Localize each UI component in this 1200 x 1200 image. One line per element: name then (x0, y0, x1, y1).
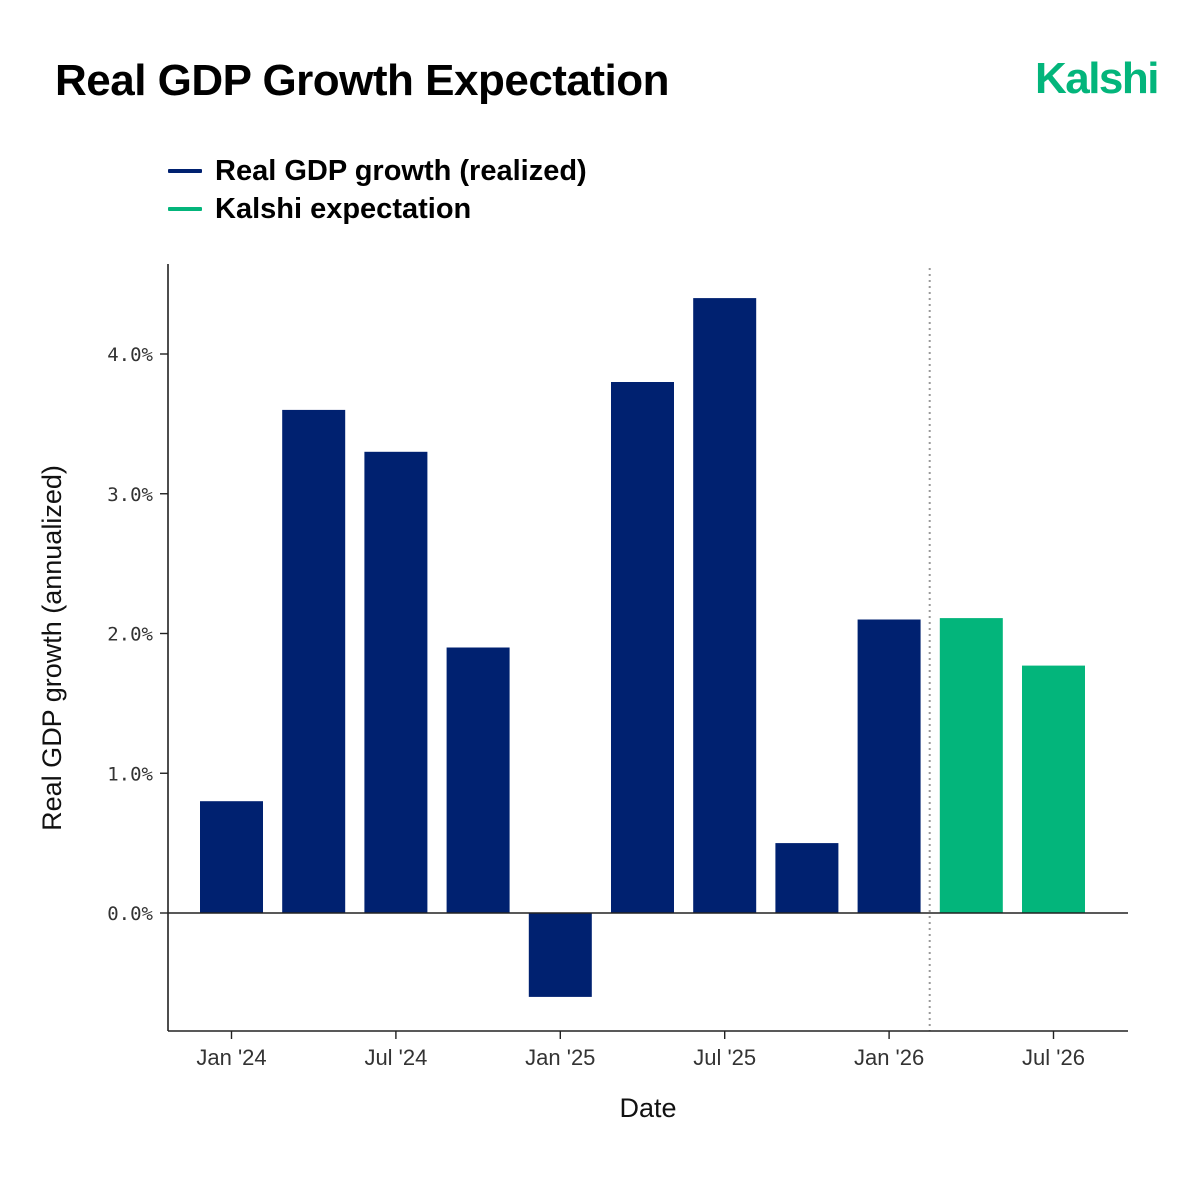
y-tick-label: 4.0% (107, 344, 153, 366)
y-axis-title: Real GDP growth (annualized) (37, 465, 67, 831)
x-tick-label: Jul '26 (1022, 1045, 1085, 1070)
legend-label-realized: Real GDP growth (realized) (215, 154, 587, 187)
y-tick-label: 2.0% (107, 624, 153, 646)
y-tick-label: 1.0% (107, 763, 153, 785)
legend-item-expectation: Kalshi expectation (168, 190, 587, 228)
bar-expectation-2026-q2 (939, 618, 1003, 913)
bar-expectation-2026-q3 (1022, 665, 1085, 913)
x-tick-label: Jul '24 (364, 1045, 427, 1070)
chart-title: Real GDP Growth Expectation (55, 56, 670, 105)
x-tick-label: Jul '25 (693, 1045, 756, 1070)
legend-swatch-realized (168, 169, 202, 173)
legend-item-realized: Real GDP growth (realized) (168, 152, 587, 190)
bar-realized-2024-q2 (282, 409, 346, 913)
bar-realized-2024-q1 (200, 801, 263, 913)
x-tick-label: Jan '24 (196, 1045, 266, 1070)
bar-realized-2025-q1 (528, 913, 592, 997)
bar-realized-2024-q3 (364, 451, 428, 913)
kalshi-logo: Kalshi (1034, 54, 1160, 103)
x-axis-title: Date (619, 1093, 676, 1123)
bar-realized-2026-q1 (857, 619, 921, 913)
bar-realized-2025-q3 (693, 298, 757, 914)
y-tick-label: 3.0% (107, 484, 153, 506)
legend-swatch-expectation (168, 207, 202, 211)
x-tick-label: Jan '25 (525, 1045, 595, 1070)
bar-realized-2025-q4 (775, 843, 839, 913)
x-tick-label: Jan '26 (854, 1045, 924, 1070)
bar-realized-2025-q2 (611, 382, 674, 913)
chart-legend: Real GDP growth (realized) Kalshi expect… (168, 152, 587, 228)
legend-label-expectation: Kalshi expectation (215, 192, 472, 225)
bar-realized-2024-q4 (446, 647, 510, 913)
y-tick-label: 0.0% (107, 903, 153, 925)
